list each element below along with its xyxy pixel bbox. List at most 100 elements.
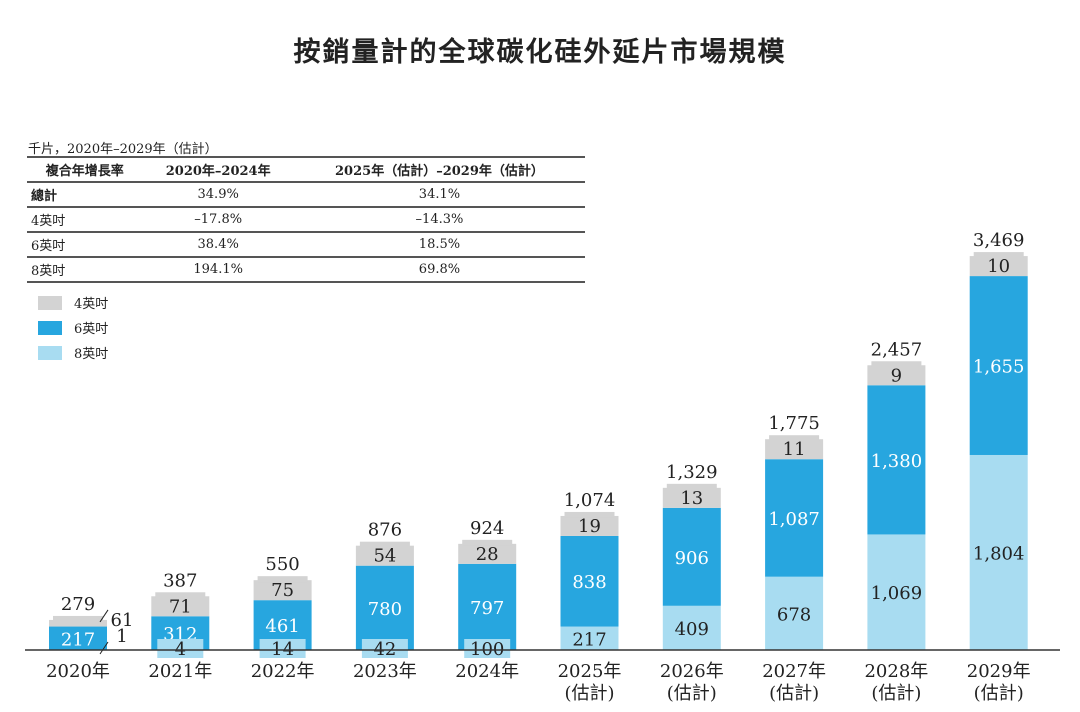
cell: 38.4% — [142, 232, 294, 258]
bar-segment-8inch — [361, 639, 408, 658]
value-label-4inch: 75 — [271, 580, 294, 601]
x-tick-label: 2027年 — [762, 661, 826, 682]
value-label-8inch: 1,069 — [871, 583, 923, 604]
bar-segment-4inch — [560, 515, 619, 536]
value-label-4inch: 54 — [373, 546, 396, 567]
x-tick-label: 2025年 — [558, 661, 622, 682]
x-tick-note: (估計) — [871, 683, 921, 704]
value-label-4inch: 9 — [891, 365, 902, 386]
x-tick-note: (估計) — [974, 683, 1024, 704]
table-header: 複合年增長率 — [27, 156, 143, 183]
value-label-6inch: 1,655 — [973, 357, 1025, 378]
table-row: 6英吋 38.4% 18.5% — [27, 232, 585, 258]
legend-item: 6英吋 — [38, 315, 108, 340]
value-label-8inch: 678 — [777, 604, 811, 625]
x-tick-label: 2023年 — [353, 661, 417, 682]
value-label-8inch: 1,804 — [973, 543, 1025, 564]
bar-segment-8inch — [765, 576, 824, 650]
total-label: 876 — [368, 520, 402, 541]
x-tick-label: 2024年 — [455, 661, 519, 682]
bar-segment-6inch — [867, 385, 926, 535]
bar-segment-4inch — [662, 487, 721, 508]
leader-line — [99, 641, 109, 655]
value-label-4inch: 71 — [169, 596, 192, 617]
bar-segment-4inch-cap — [666, 483, 717, 490]
cell: –14.3% — [293, 207, 585, 233]
bar-segment-6inch — [49, 626, 107, 650]
total-label: 924 — [470, 518, 504, 539]
x-tick-note: (估計) — [769, 683, 819, 704]
bar-segment-8inch — [867, 534, 926, 650]
bar-segment-4inch-cap — [564, 511, 615, 518]
x-tick-label: 2028年 — [864, 661, 928, 682]
legend-label: 8英吋 — [74, 347, 109, 362]
value-label-6inch: 780 — [368, 599, 402, 620]
bar-segment-4inch-cap — [257, 576, 308, 583]
value-label-6inch: 217 — [61, 629, 95, 650]
bar-segment-8inch — [969, 454, 1028, 650]
legend-swatch — [38, 295, 62, 310]
row-label: 6英吋 — [27, 232, 143, 258]
total-label: 2,457 — [871, 339, 923, 360]
bar-segment-4inch — [355, 545, 414, 566]
value-label-6inch: 461 — [265, 616, 299, 637]
bar-segment-4inch-cap — [53, 615, 103, 622]
bar-segment-4inch-cap — [155, 592, 206, 599]
legend-item: 8英吋 — [38, 340, 108, 365]
bar-segment-4inch-cap — [359, 541, 410, 548]
x-tick-label: 2026年 — [660, 661, 724, 682]
cell: 18.5% — [293, 232, 585, 258]
x-tick-label: 2020年 — [46, 661, 110, 682]
bar-segment-8inch — [560, 626, 619, 650]
value-label-4inch: 28 — [476, 544, 499, 565]
chart-title: 按銷量計的全球碳化硅外延片市場規模 — [293, 37, 787, 68]
total-label: 3,469 — [973, 230, 1025, 251]
legend-swatch — [38, 320, 62, 335]
total-label: 1,775 — [768, 413, 820, 434]
leader-line — [99, 609, 109, 623]
value-label-6inch: 797 — [470, 598, 504, 619]
cell: 34.1% — [293, 182, 585, 208]
value-label-8inch: 1 — [116, 626, 127, 647]
cell: 34.9% — [142, 182, 294, 208]
bar-segment-4inch — [253, 580, 312, 601]
bar-segment-4inch-cap — [973, 252, 1024, 259]
row-label: 4英吋 — [27, 207, 143, 233]
table-header: 2020年–2024年 — [142, 156, 294, 183]
bar-segment-4inch-cap — [462, 539, 513, 546]
bar-segment-4inch-cap — [769, 435, 820, 442]
value-label-6inch: 838 — [572, 572, 606, 593]
value-label-4inch: 10 — [987, 256, 1010, 277]
bar-segment-4inch — [867, 365, 926, 386]
bar-segment-6inch — [662, 507, 721, 606]
total-label: 550 — [265, 554, 299, 575]
x-tick-label: 2022年 — [251, 661, 315, 682]
value-label-4inch: 19 — [578, 516, 601, 537]
table-row: 總計 34.9% 34.1% — [27, 182, 585, 208]
bar-segment-4inch — [151, 596, 210, 617]
value-label-8inch: 409 — [675, 619, 709, 640]
unit-note: 千片，2020年–2029年（估計） — [28, 142, 218, 157]
cell: 69.8% — [293, 257, 585, 283]
bar-segment-4inch — [458, 543, 517, 564]
bar-segment-8inch — [464, 639, 511, 658]
x-tick-note: (估計) — [564, 683, 614, 704]
bar-segment-4inch — [765, 439, 824, 460]
total-label: 279 — [61, 594, 95, 615]
bar-segment-8inch — [259, 639, 306, 658]
value-label-6inch: 906 — [675, 548, 709, 569]
table-header: 2025年（估計）–2029年（估計） — [293, 156, 585, 183]
value-label-4inch: 61 — [111, 610, 134, 631]
total-label: 1,329 — [666, 462, 718, 483]
total-label: 1,074 — [564, 490, 616, 511]
legend-label: 4英吋 — [74, 297, 109, 312]
value-label-6inch: 1,087 — [768, 509, 820, 530]
bar-segment-4inch-cap — [871, 361, 922, 368]
row-label: 總計 — [27, 182, 143, 208]
table-row: 4英吋 –17.8% –14.3% — [27, 207, 585, 233]
value-label-4inch: 13 — [680, 488, 703, 509]
bar-segment-4inch — [969, 256, 1028, 277]
x-tick-note: (估計) — [667, 683, 717, 704]
bar-segment-6inch — [765, 459, 824, 577]
